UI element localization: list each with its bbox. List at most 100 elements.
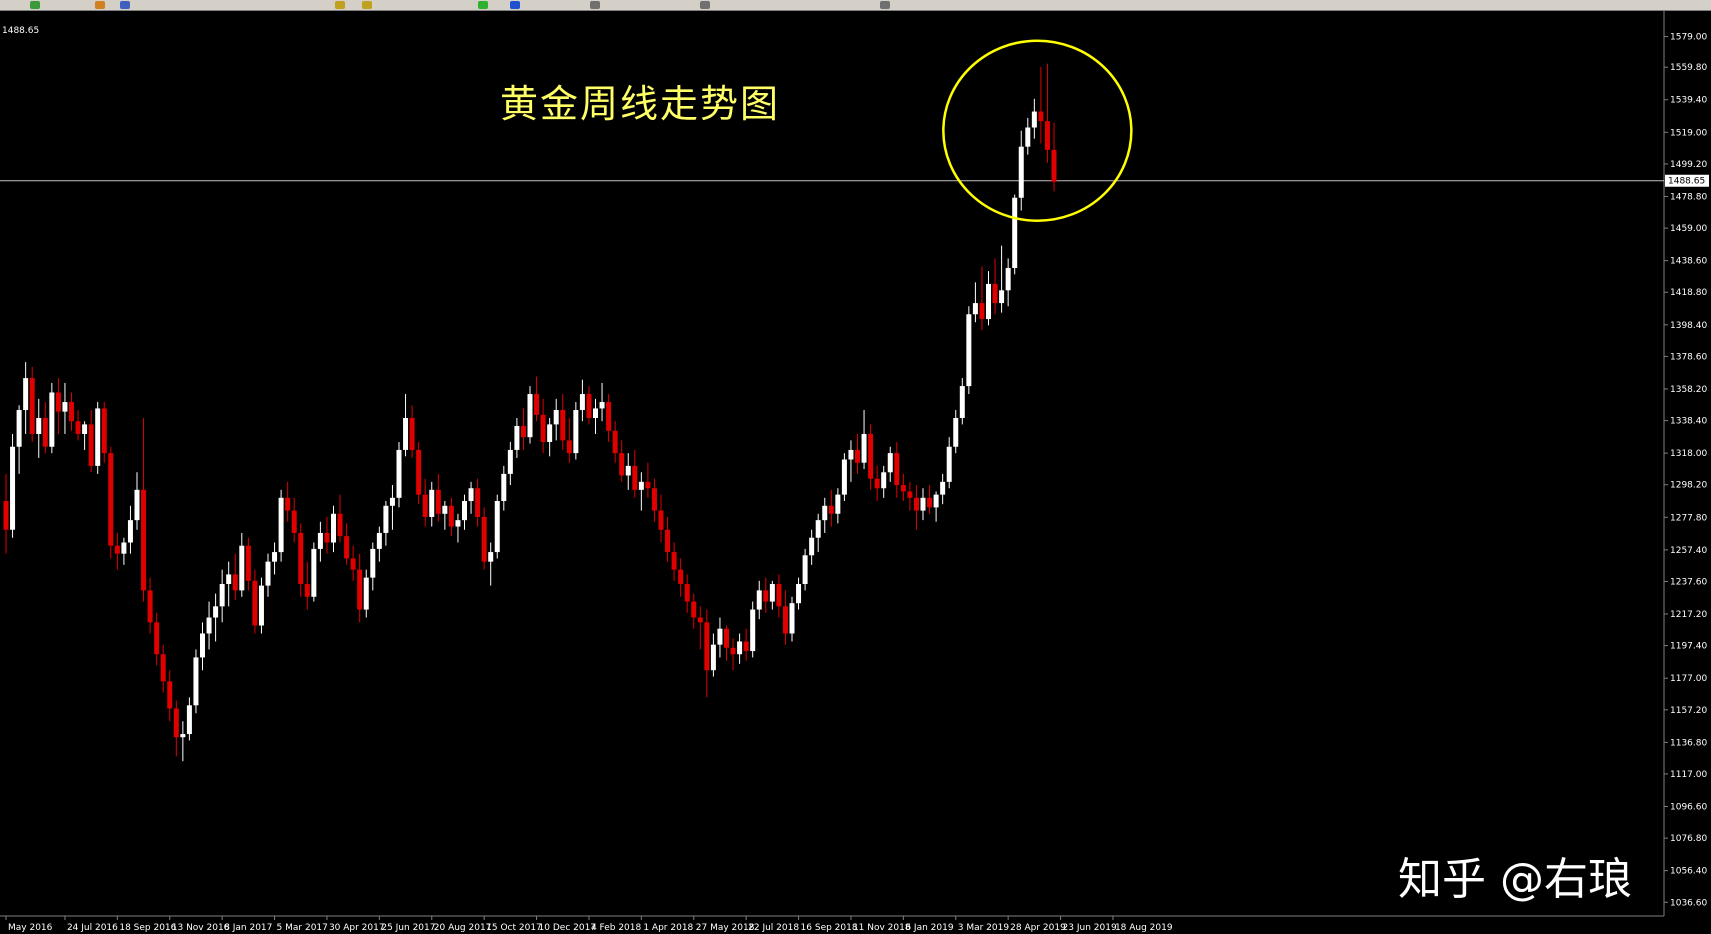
candle-bull: [933, 494, 939, 508]
y-tick-label: 1217.20: [1670, 610, 1707, 620]
candle-bull: [750, 609, 756, 652]
candle-bull: [796, 584, 802, 604]
zoom-in-icon[interactable]: [335, 1, 345, 9]
candle-bear: [114, 545, 120, 554]
candle-bear: [141, 489, 147, 591]
x-tick-label: 22 Jul 2018: [748, 923, 799, 933]
candle-bull: [180, 734, 186, 738]
chart-area[interactable]: 1579.00 1559.80 1539.40 1519.00 1499.20 1478.…: [0, 11, 1711, 934]
x-tick-label: 6 Jan 2019: [905, 923, 953, 933]
candle-bear: [350, 558, 356, 570]
candle-bear: [684, 584, 690, 602]
candle-bull: [488, 552, 494, 562]
candle-bull: [442, 505, 448, 514]
candle-bull: [835, 494, 841, 514]
candle-bear: [173, 708, 179, 738]
y-tick-label: 1076.80: [1670, 834, 1707, 844]
candle-bull: [278, 497, 284, 553]
candle-bear: [776, 584, 782, 607]
navigator-icon[interactable]: [95, 1, 105, 9]
candle-bear: [658, 510, 664, 530]
x-tick-label: 3 Mar 2019: [958, 923, 1010, 933]
candle-bull: [186, 705, 192, 735]
candle-bear: [730, 647, 736, 655]
x-tick-label: 8 Jan 2017: [224, 923, 272, 933]
crosshair-icon[interactable]: [590, 1, 600, 9]
candle-bear: [416, 449, 422, 495]
candle-bull: [887, 453, 893, 473]
candle-bear: [167, 681, 173, 709]
arrow-icon[interactable]: [880, 1, 890, 9]
candle-bear: [566, 440, 572, 454]
candle-bull: [625, 465, 631, 476]
zoom-out-icon[interactable]: [362, 1, 372, 9]
x-tick-label: 15 Oct 2017: [486, 923, 542, 933]
candle-bull: [507, 449, 513, 474]
new-order-icon[interactable]: [30, 1, 40, 9]
candle-bull: [1012, 197, 1018, 268]
candle-bear: [534, 394, 540, 415]
candle-bear: [678, 569, 684, 585]
y-tick-label: 1438.60: [1670, 257, 1707, 267]
candle-bull: [802, 555, 808, 585]
candle-bear: [855, 449, 860, 463]
candle-bear: [1038, 111, 1044, 122]
candle-bull: [272, 552, 278, 562]
x-tick-label: 23 Jun 2019: [1063, 923, 1117, 933]
candle-bull: [239, 545, 245, 591]
current-price-box: [1665, 174, 1709, 187]
x-tick-label: 30 Apr 2017: [329, 923, 385, 933]
y-tick-label: 1036.60: [1670, 898, 1707, 908]
candle-bull: [848, 449, 854, 460]
candle-bull: [514, 425, 520, 450]
candle-bull: [1031, 111, 1037, 128]
candle-bull: [429, 489, 435, 517]
candle-bull: [710, 644, 716, 671]
chart-icon[interactable]: [120, 1, 130, 9]
y-tick-label: 1237.60: [1670, 577, 1707, 587]
candle-bull: [16, 410, 22, 447]
candle-bull: [213, 606, 219, 618]
candle-bear: [435, 489, 441, 514]
candle-bull: [881, 472, 887, 489]
line-icon[interactable]: [700, 1, 710, 9]
candle-bull: [36, 418, 42, 434]
refresh-icon[interactable]: [510, 1, 520, 9]
candle-bear: [298, 532, 304, 585]
candle-bear: [907, 491, 913, 498]
candle-bear: [697, 617, 703, 623]
toolbar: [0, 0, 1711, 11]
candle-bull: [841, 459, 847, 495]
candle-bear: [285, 497, 291, 511]
candle-bear: [252, 580, 258, 626]
x-tick-label: 27 May 2018: [696, 923, 755, 933]
candle-bear: [154, 622, 160, 655]
candle-bull: [134, 489, 140, 521]
price-chart[interactable]: 1579.00 1559.80 1539.40 1519.00 1499.20 1478.…: [0, 11, 1711, 934]
candle-bear: [704, 622, 710, 671]
add-icon[interactable]: [478, 1, 488, 9]
candle-bull: [769, 584, 775, 602]
candle-bull: [717, 628, 723, 645]
candle-bear: [232, 574, 238, 591]
candle-bear: [868, 433, 874, 479]
candle-bear: [612, 430, 618, 454]
candle-bear: [101, 408, 107, 454]
candle-bull: [468, 488, 474, 502]
candle-bull: [206, 617, 212, 634]
candle-bull: [815, 520, 821, 538]
candle-bear: [108, 453, 114, 546]
candle-bear: [724, 628, 729, 648]
candle-bull: [403, 418, 409, 450]
candle-bear: [913, 497, 919, 511]
candle-bull: [363, 577, 369, 610]
candle-bull: [966, 314, 972, 387]
candle-bull: [383, 505, 389, 533]
x-tick-label: May 2016: [8, 923, 53, 933]
candle-bear: [874, 478, 880, 489]
y-tick-label: 1559.80: [1670, 63, 1707, 73]
y-tick-label: 1459.00: [1670, 224, 1707, 234]
candle-bull: [376, 532, 382, 549]
candle-bull: [946, 446, 952, 482]
y-tick-label: 1378.60: [1670, 352, 1707, 362]
